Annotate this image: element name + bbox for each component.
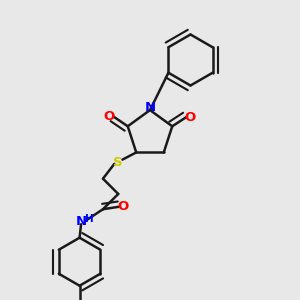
Text: O: O [103,110,115,123]
Text: S: S [113,155,123,169]
Text: H: H [85,214,94,224]
Text: N: N [144,101,156,114]
Text: O: O [118,200,129,213]
Text: N: N [76,215,87,228]
Text: O: O [184,111,196,124]
